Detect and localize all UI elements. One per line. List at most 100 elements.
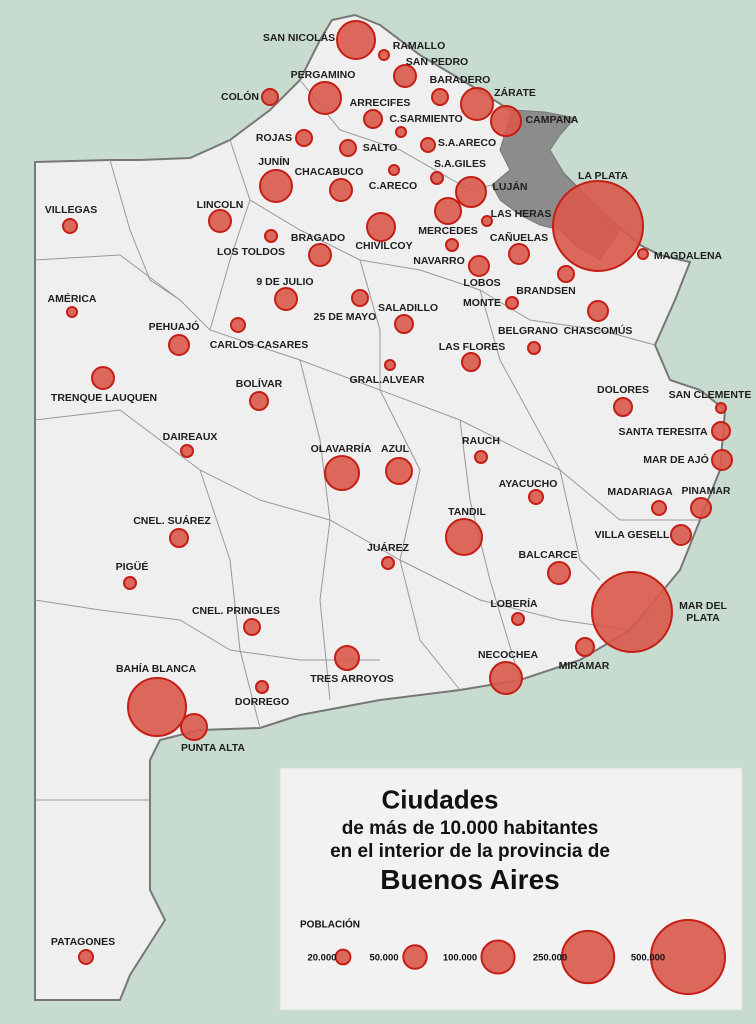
city-label: MAR DEL PLATA <box>679 600 727 624</box>
city-label: TRES ARROYOS <box>310 673 394 685</box>
city-label: SALTO <box>362 142 398 154</box>
city-label: CNEL. PRINGLES <box>191 605 281 617</box>
city-marker <box>591 571 673 653</box>
city-label: LAS HERAS <box>490 208 552 220</box>
city-label: 9 DE JULIO <box>256 276 314 288</box>
city-label: SAN CLEMENTE <box>668 389 752 401</box>
city-marker <box>711 449 733 471</box>
city-marker <box>445 238 459 252</box>
city-marker <box>395 126 407 138</box>
legend-circle <box>650 919 726 995</box>
city-marker <box>230 317 246 333</box>
city-label: LOBOS <box>463 277 501 289</box>
legend-subtitle: de más de 10.000 habitantes <box>341 818 599 839</box>
city-label: BRAGADO <box>290 232 346 244</box>
city-marker <box>78 949 94 965</box>
legend-size-label: 50.000 <box>369 952 399 964</box>
legend-size-label: 250.000 <box>532 952 568 964</box>
city-marker <box>385 457 413 485</box>
city-marker <box>384 359 396 371</box>
city-marker <box>259 169 293 203</box>
city-marker <box>351 289 369 307</box>
city-label: TANDIL <box>448 506 486 518</box>
city-marker <box>670 524 692 546</box>
city-marker <box>363 109 383 129</box>
city-marker <box>66 306 78 318</box>
city-marker <box>62 218 78 234</box>
city-marker <box>127 677 187 737</box>
city-marker <box>264 229 278 243</box>
city-marker <box>557 265 575 283</box>
city-marker <box>651 500 667 516</box>
legend-size-label: 100.000 <box>442 952 478 964</box>
city-label: MIRAMAR <box>558 660 610 672</box>
city-marker <box>505 296 519 310</box>
city-marker <box>308 81 342 115</box>
city-marker <box>481 215 493 227</box>
city-marker <box>336 20 376 60</box>
city-label: SAN NICOLÁS <box>262 32 336 44</box>
city-marker <box>324 455 360 491</box>
city-label: ZÁRATE <box>494 87 536 99</box>
city-label: RAMALLO <box>392 40 446 52</box>
legend-population-label: POBLACIÓN <box>300 919 360 931</box>
city-label: VILLA GESELL <box>594 529 670 541</box>
city-label: DOLORES <box>597 384 649 396</box>
city-marker <box>431 88 449 106</box>
legend-heading: Buenos Aires <box>380 864 560 895</box>
city-label: DAIREAUX <box>162 431 218 443</box>
city-marker <box>180 713 208 741</box>
legend-circle <box>480 939 516 975</box>
city-label: MAR DE AJÓ <box>643 454 709 466</box>
city-label: CNEL. SUÁREZ <box>133 515 211 527</box>
city-marker <box>308 243 332 267</box>
city-label: TRENQUE LAUQUEN <box>50 392 158 404</box>
city-marker <box>613 397 633 417</box>
city-label: VILLEGAS <box>44 204 98 216</box>
city-label: PUNTA ALTA <box>181 742 245 754</box>
legend-circle <box>402 944 428 970</box>
city-marker <box>461 352 481 372</box>
city-label: GRAL.ALVEAR <box>349 374 425 386</box>
city-marker <box>527 341 541 355</box>
city-marker <box>261 88 279 106</box>
city-label: LOBERÍA <box>490 598 538 610</box>
city-label: SAN PEDRO <box>405 56 469 68</box>
city-label: AMÉRICA <box>47 293 97 305</box>
city-marker <box>243 618 261 636</box>
city-marker <box>715 402 727 414</box>
city-label: CHASCOMÚS <box>563 325 633 337</box>
city-label: C.ARECO <box>368 180 418 192</box>
city-marker <box>255 680 269 694</box>
city-label: SANTA TERESITA <box>618 426 708 438</box>
city-marker <box>394 314 414 334</box>
city-label: MADARIAGA <box>607 486 673 498</box>
city-marker <box>511 612 525 626</box>
city-label: AZUL <box>381 443 409 455</box>
city-label: ARRECIFES <box>349 97 411 109</box>
legend-size-label: 20.000 <box>307 952 337 964</box>
city-label: 25 DE MAYO <box>313 311 377 323</box>
city-label: LUJÁN <box>492 181 528 193</box>
city-label: COLÓN <box>221 91 259 103</box>
city-label: CHACABUCO <box>294 166 364 178</box>
city-label: S.A.ARECO <box>437 137 497 149</box>
city-marker <box>468 255 490 277</box>
city-marker <box>91 366 115 390</box>
city-marker <box>489 661 523 695</box>
province <box>34 13 727 1001</box>
city-marker <box>334 645 360 671</box>
city-marker <box>381 556 395 570</box>
city-label: JUNÍN <box>258 156 290 168</box>
city-label: AYACUCHO <box>498 478 558 490</box>
city-label: CARLOS CASARES <box>209 339 309 351</box>
city-marker <box>329 178 353 202</box>
city-label: PATAGONES <box>50 936 116 948</box>
city-label: BRANDSEN <box>516 285 576 297</box>
city-label: RAUCH <box>462 435 500 447</box>
city-marker <box>474 450 488 464</box>
city-marker <box>295 129 313 147</box>
city-marker <box>455 176 487 208</box>
city-marker <box>388 164 400 176</box>
